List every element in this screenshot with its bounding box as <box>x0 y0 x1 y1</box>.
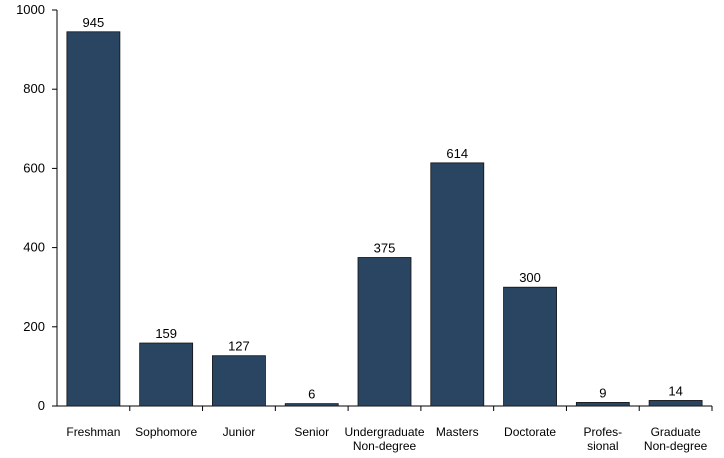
y-tick-label: 600 <box>23 160 45 175</box>
y-tick-label: 0 <box>38 398 45 413</box>
bar-value-label: 614 <box>446 146 468 161</box>
bar-value-label: 9 <box>599 385 606 400</box>
category-label: Sophomore <box>135 425 197 439</box>
category-label: Undergraduate <box>344 425 424 439</box>
bar-value-label: 945 <box>83 15 105 30</box>
category-label: Masters <box>436 425 479 439</box>
category-label: sional <box>587 439 618 453</box>
category-label: Non-degree <box>353 439 417 453</box>
bar-value-label: 127 <box>228 339 250 354</box>
bar <box>430 162 485 407</box>
bar <box>284 403 339 407</box>
bar-value-label: 14 <box>668 383 682 398</box>
category-label: Freshman <box>66 425 120 439</box>
bar <box>503 286 557 407</box>
bar-value-label: 159 <box>155 326 177 341</box>
bar <box>575 402 630 407</box>
category-labels: Freshman Sophomore Junior Senior Undergradua… <box>66 425 707 453</box>
bar <box>212 355 266 407</box>
bar <box>648 400 703 407</box>
category-label: Senior <box>294 425 329 439</box>
category-label: Graduate <box>651 425 701 439</box>
bar-value-label: 375 <box>374 241 396 256</box>
bars <box>66 31 703 407</box>
y-tick-label: 400 <box>23 240 45 255</box>
category-label: Non-degree <box>644 439 708 453</box>
category-label: Doctorate <box>504 425 556 439</box>
x-axis <box>57 405 713 411</box>
bar-value-label: 6 <box>308 387 315 402</box>
bar <box>357 257 412 407</box>
value-labels: 945 159 127 6 375 614 300 9 14 <box>83 15 683 402</box>
category-label: Profes- <box>583 425 622 439</box>
y-tick-label: 200 <box>23 319 45 334</box>
category-label: Junior <box>223 425 256 439</box>
y-tick-label: 1000 <box>16 2 45 17</box>
bar <box>66 31 121 407</box>
y-axis: 0 200 400 600 800 1000 <box>16 2 58 413</box>
y-tick-label: 800 <box>23 81 45 96</box>
bar <box>139 342 194 407</box>
bar-value-label: 300 <box>519 270 541 285</box>
